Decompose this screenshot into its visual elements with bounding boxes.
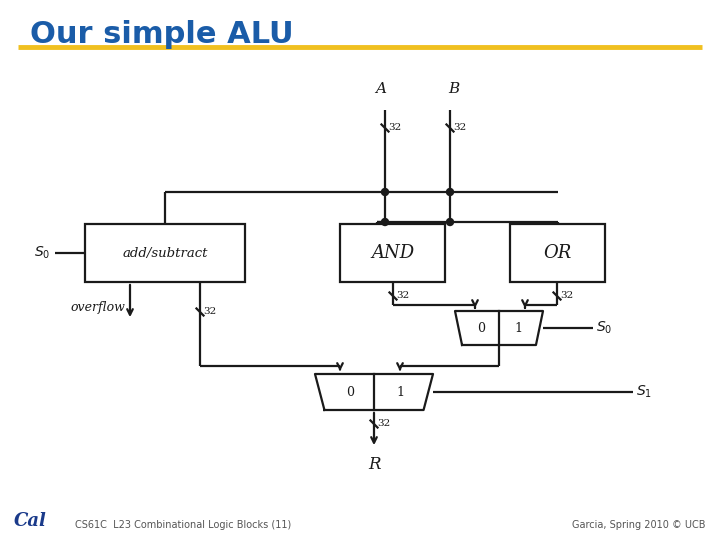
Text: 32: 32 <box>388 124 401 132</box>
Circle shape <box>382 188 389 195</box>
Text: B: B <box>449 82 459 96</box>
Text: A: A <box>376 82 387 96</box>
Polygon shape <box>455 311 543 345</box>
Text: 32: 32 <box>453 124 467 132</box>
Text: CS61C  L23 Combinational Logic Blocks (11): CS61C L23 Combinational Logic Blocks (11… <box>75 520 292 530</box>
Text: OR: OR <box>544 244 572 262</box>
Text: overflow: overflow <box>70 301 125 314</box>
Text: Our simple ALU: Our simple ALU <box>30 20 294 49</box>
Bar <box>340 224 445 282</box>
Circle shape <box>382 219 389 226</box>
Text: 0: 0 <box>346 386 354 399</box>
Circle shape <box>446 188 454 195</box>
Text: 32: 32 <box>377 420 390 429</box>
Text: 32: 32 <box>203 307 216 316</box>
Text: 1: 1 <box>514 321 523 334</box>
Text: 32: 32 <box>560 292 573 300</box>
Text: 0: 0 <box>477 321 485 334</box>
Circle shape <box>446 219 454 226</box>
Bar <box>510 224 605 282</box>
Text: $S_0$: $S_0$ <box>34 245 50 261</box>
Text: Garcia, Spring 2010 © UCB: Garcia, Spring 2010 © UCB <box>572 520 705 530</box>
Text: AND: AND <box>371 244 414 262</box>
Text: 32: 32 <box>396 292 409 300</box>
Bar <box>85 224 245 282</box>
Polygon shape <box>315 374 433 410</box>
Text: Cal: Cal <box>14 512 46 530</box>
Text: $S_0$: $S_0$ <box>596 320 612 336</box>
Text: $S_1$: $S_1$ <box>636 384 652 400</box>
Text: 1: 1 <box>396 386 404 399</box>
Text: add/subtract: add/subtract <box>122 246 208 260</box>
Text: R: R <box>368 456 380 473</box>
